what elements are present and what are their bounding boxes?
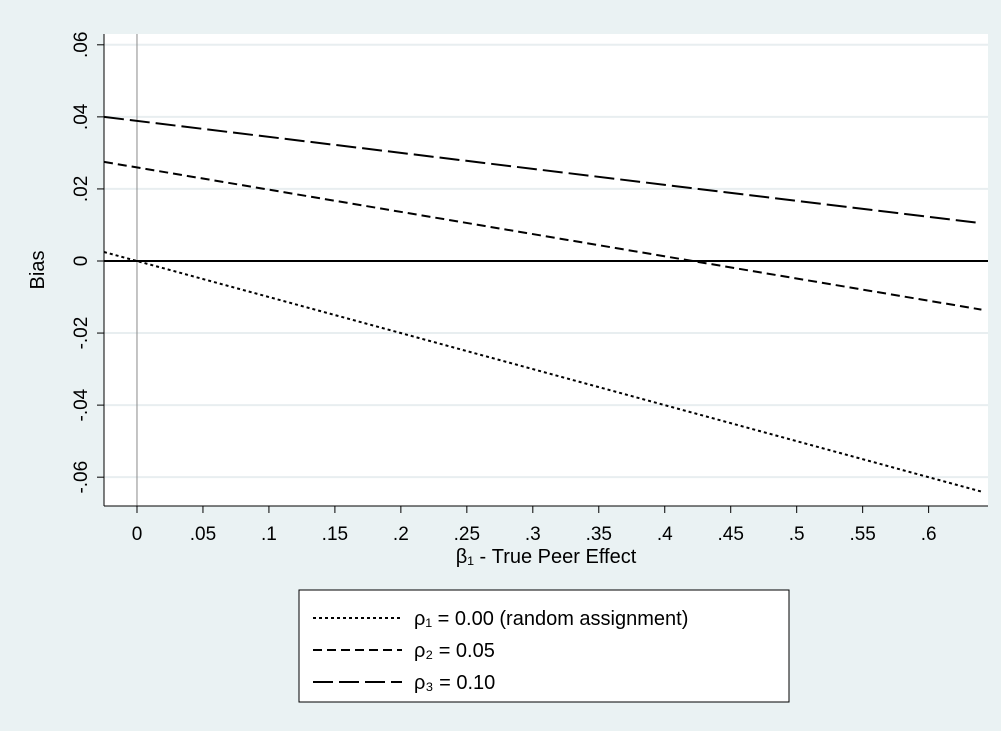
axes [103, 34, 988, 507]
reference-lines [104, 34, 988, 506]
plot-area [104, 34, 988, 506]
series-line-1 [103, 251, 982, 493]
legend-label-2: ρ₂ = 0.05 [414, 640, 495, 662]
legend-box [298, 589, 790, 703]
x-tick-label-11: .55 [849, 524, 875, 545]
y-ticks: -.06 -.04 -.02 0 .02 .04 .06 [71, 32, 104, 494]
legend: ρ₁ = 0.00 (random assignment) ρ₂ = 0.05 ρ₃… [298, 589, 790, 703]
y-tick-label-2: -.02 [71, 317, 92, 350]
x-tick-label-1: .05 [190, 524, 216, 545]
x-tick-label-6: .3 [525, 524, 541, 545]
legend-label-1: ρ₁ = 0.00 (random assignment) [414, 608, 688, 630]
x-tick-label-5: .25 [454, 524, 480, 545]
y-tick-label-1: -.04 [71, 388, 92, 421]
y-tick-label-3: 0 [71, 256, 92, 267]
y-tick-label-4: .02 [71, 176, 92, 202]
y-tick-label-5: .04 [71, 103, 92, 130]
x-tick-label-12: .6 [921, 524, 937, 545]
x-tick-label-0: 0 [132, 524, 143, 545]
x-tick-label-8: .4 [657, 524, 673, 545]
legend-label-3: ρ₃ = 0.10 [414, 672, 495, 694]
x-tick-label-4: .2 [393, 524, 409, 545]
series-line-3 [103, 115, 982, 225]
x-tick-label-9: .45 [718, 524, 744, 545]
y-tick-label-6: .06 [71, 32, 92, 58]
y-tick-label-0: -.06 [71, 461, 92, 494]
x-tick-label-3: .15 [322, 524, 348, 545]
series-line-2 [103, 160, 982, 311]
x-axis-title: β₁ - True Peer Effect [456, 546, 637, 568]
y-axis-title: Bias [27, 251, 49, 290]
x-tick-label-10: .5 [789, 524, 805, 545]
x-tick-label-7: .35 [586, 524, 612, 545]
x-tick-label-2: .1 [261, 524, 277, 545]
x-ticks: 0 .05 .1 .15 .2 .25 .3 .35 .4 .45 .5 .55 .6 [132, 506, 937, 545]
series-lines [103, 115, 982, 493]
